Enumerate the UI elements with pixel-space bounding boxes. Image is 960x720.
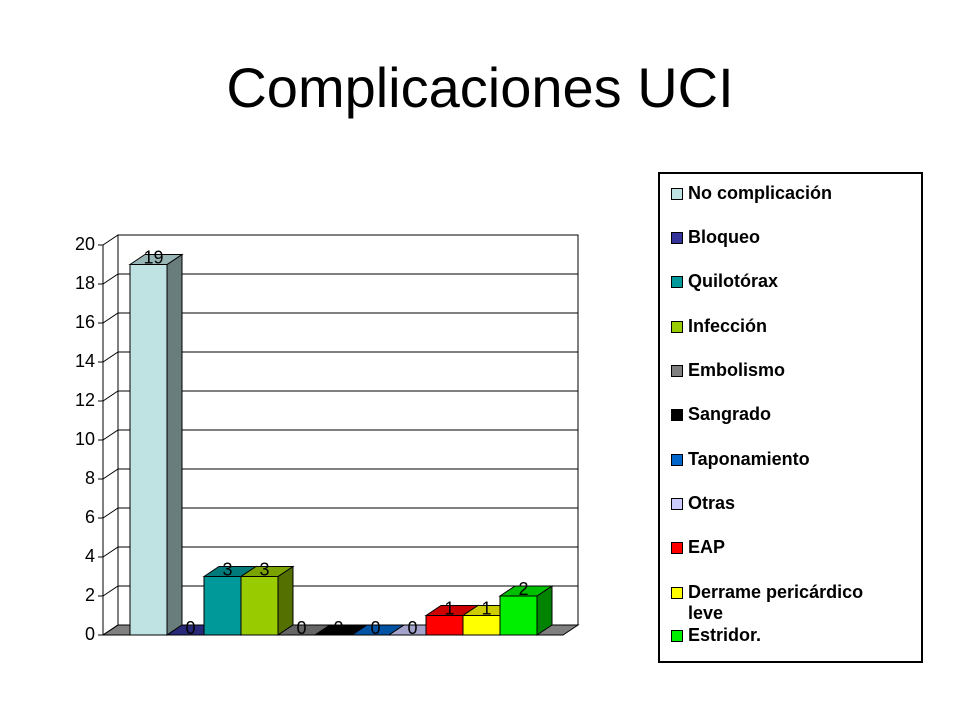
legend-item: Derrame pericárdico leve (671, 582, 898, 624)
data-label: 0 (370, 618, 380, 638)
y-tick-label: 8 (85, 468, 95, 488)
data-label: 19 (143, 247, 163, 267)
y-tick-label: 12 (75, 390, 95, 410)
grid-line (102, 507, 578, 519)
legend-item: Estridor. (671, 625, 898, 646)
legend-swatch (671, 188, 683, 200)
bar (499, 595, 538, 636)
legend-label: Sangrado (688, 404, 772, 424)
legend-swatch (671, 542, 683, 554)
data-label: 1 (444, 598, 454, 618)
legend-item: Taponamiento (671, 449, 898, 470)
chart-title: Complicaciones UCI (226, 56, 733, 119)
legend-item: Embolismo (671, 360, 898, 381)
legend-item: EAP (671, 537, 898, 558)
y-tick-label: 14 (75, 351, 95, 371)
legend-swatch (671, 454, 683, 466)
legend-label: No complicación (688, 183, 833, 203)
bar (240, 576, 279, 636)
legend-swatch (671, 232, 683, 244)
y-tick-label: 16 (75, 312, 95, 332)
legend-swatch (671, 630, 683, 642)
legend-label: Infección (688, 316, 768, 336)
legend-item: Quilotórax (671, 271, 898, 292)
legend-label: Embolismo (688, 360, 786, 380)
legend-label: Quilotórax (688, 271, 779, 291)
legend-item: Otras (671, 493, 898, 514)
y-tick-label: 2 (85, 585, 95, 605)
legend-item: No complicación (671, 183, 898, 204)
bar-side (277, 565, 294, 636)
grid-line (102, 468, 578, 480)
grid-line (102, 429, 578, 441)
grid-line (102, 585, 578, 597)
y-tick-label: 6 (85, 507, 95, 527)
data-label: 3 (222, 559, 232, 579)
grid-line (102, 234, 578, 246)
y-tick-label: 18 (75, 273, 95, 293)
legend-label: Estridor. (688, 625, 762, 645)
grid-line (102, 312, 578, 324)
bar (129, 264, 168, 636)
y-tick-label: 0 (85, 624, 95, 644)
grid-line (102, 273, 578, 285)
legend-label: Taponamiento (688, 449, 810, 469)
bar (203, 576, 242, 636)
grid-line (102, 351, 578, 363)
legend-swatch (671, 498, 683, 510)
legend-item: Bloqueo (671, 227, 898, 248)
bar (425, 615, 464, 636)
data-label: 0 (407, 618, 417, 638)
data-label: 1 (481, 598, 491, 618)
y-tick-label: 4 (85, 546, 95, 566)
legend-swatch (671, 409, 683, 421)
data-label: 0 (185, 618, 195, 638)
legend: No complicación Bloqueo Quilotórax Infecció… (658, 172, 923, 663)
bar-side (166, 253, 183, 636)
legend-swatch (671, 587, 683, 599)
legend-item: Infección (671, 316, 898, 337)
legend-swatch (671, 365, 683, 377)
data-label: 0 (296, 618, 306, 638)
legend-label: Otras (688, 493, 736, 513)
legend-label: Derrame pericárdico leve (688, 582, 864, 623)
legend-swatch (671, 276, 683, 288)
data-label: 0 (333, 618, 343, 638)
data-label: 2 (518, 579, 528, 599)
grid-line (102, 546, 578, 558)
legend-item: Sangrado (671, 404, 898, 425)
legend-label: Bloqueo (688, 227, 760, 247)
y-tick-label: 10 (75, 429, 95, 449)
data-label: 3 (259, 559, 269, 579)
bar (462, 615, 501, 636)
y-tick-label: 20 (75, 234, 95, 254)
legend-swatch (671, 321, 683, 333)
legend-label: EAP (688, 537, 726, 557)
grid-line (102, 390, 578, 402)
